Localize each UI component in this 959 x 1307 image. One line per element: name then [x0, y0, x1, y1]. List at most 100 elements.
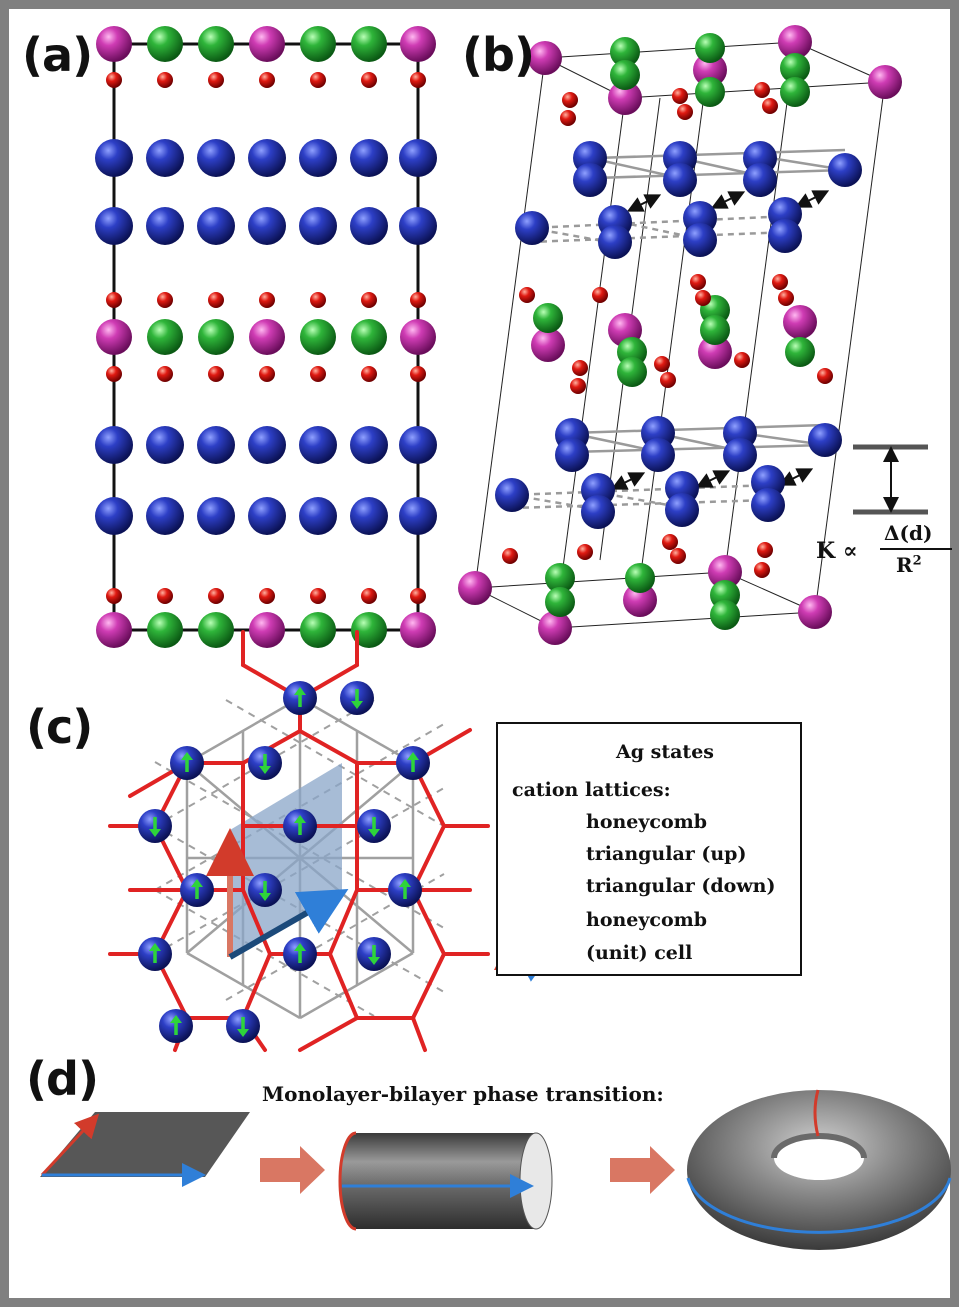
oxygen-atom: [734, 352, 750, 368]
ag-atom: [573, 163, 607, 197]
oxygen-atom: [208, 588, 224, 604]
spin-arrow-head: [294, 687, 306, 695]
ag-atom: [197, 207, 235, 245]
panel-d-title: Monolayer-bilayer phase transition:: [262, 1082, 664, 1106]
oxygen-atom: [361, 588, 377, 604]
ag-atom: [248, 139, 286, 177]
ag-spin-up: [180, 873, 214, 907]
spin-arrow-head: [399, 879, 411, 887]
green-atom: [610, 37, 640, 67]
green-atom: [198, 26, 234, 62]
oxygen-atom: [654, 356, 670, 372]
oxygen-atom: [672, 88, 688, 104]
oxygen-atom: [208, 72, 224, 88]
spin-arrow-head: [259, 893, 271, 901]
ag-atom: [768, 219, 802, 253]
torus-hole: [774, 1136, 864, 1180]
ag-spin-up: [396, 746, 430, 780]
green-atom: [710, 600, 740, 630]
oxygen-atom: [778, 290, 794, 306]
legend-cell-label-1: honeycomb: [586, 909, 708, 931]
cylinder-red-loop: [338, 1131, 357, 1231]
oxygen-atom: [577, 544, 593, 560]
panel-c-lattice: [108, 630, 490, 1052]
magenta-atom: [538, 611, 572, 645]
green-atom: [351, 26, 387, 62]
formula-denominator: R2: [896, 553, 922, 577]
oxygen-atom: [310, 366, 326, 382]
cylinder-left-cap: [340, 1133, 372, 1229]
oxygen-atom: [772, 274, 788, 290]
ag-atom: [299, 207, 337, 245]
ag-atom: [146, 207, 184, 245]
oxygen-atom: [662, 534, 678, 550]
oxygen-atom: [361, 72, 377, 88]
ag-atom: [146, 497, 184, 535]
spin-arrow-head: [368, 829, 380, 837]
legend-honeycomb-label: honeycomb: [586, 811, 708, 833]
ag-atom: [299, 426, 337, 464]
oxygen-atom: [106, 72, 122, 88]
spin-arrow-head: [149, 829, 161, 837]
ag-atom: [723, 438, 757, 472]
legend-cell-label-2: (unit) cell: [586, 942, 693, 964]
magenta-atom: [693, 53, 727, 87]
torus-red-loop: [813, 1089, 820, 1137]
magenta-atom: [608, 81, 642, 115]
spin-arrow-head: [191, 879, 203, 887]
ag-atom: [828, 153, 862, 187]
ag-atom: [495, 478, 529, 512]
green-atom: [147, 612, 183, 648]
ag-atom: [663, 163, 697, 197]
ag-atom: [399, 497, 437, 535]
green-atom: [351, 612, 387, 648]
torus-blue-loop: [686, 1177, 952, 1234]
oxygen-atom: [754, 82, 770, 98]
oxygen-atom: [560, 110, 576, 126]
green-atom: [545, 587, 575, 617]
oxygen-atom: [310, 588, 326, 604]
ag-atom: [248, 207, 286, 245]
green-atom: [695, 33, 725, 63]
ag-atom: [808, 423, 842, 457]
interlayer-arrows: [610, 190, 830, 490]
oxygen-atom: [660, 372, 676, 388]
ag-spin-up: [388, 873, 422, 907]
formula-numerator: Δ(d): [884, 521, 933, 545]
ag-atom: [197, 497, 235, 535]
ag-atom: [743, 163, 777, 197]
magenta-atom: [531, 328, 565, 362]
ag-atom: [146, 426, 184, 464]
panel-label-b: (b): [462, 28, 535, 82]
ag-spin-up: [138, 937, 172, 971]
green-atom: [147, 26, 183, 62]
magenta-atom: [400, 612, 436, 648]
upper-ag-lattice-dashed: [529, 214, 791, 246]
torus-hole-shadow: [771, 1133, 867, 1159]
oxygen-atom: [259, 588, 275, 604]
oxygen-atom: [106, 366, 122, 382]
oxygen-atom: [361, 366, 377, 382]
oxygen-atom: [695, 290, 711, 306]
magenta-atom: [249, 612, 285, 648]
spin-arrow-head: [294, 815, 306, 823]
magenta-atom: [96, 612, 132, 648]
ag-atom: [683, 223, 717, 257]
lower-ag-lattice-dashed: [511, 483, 771, 512]
oxygen-atom: [502, 548, 518, 564]
oxygen-atom: [690, 274, 706, 290]
oxygen-atom: [310, 72, 326, 88]
magenta-atom: [798, 595, 832, 629]
ag-atom: [95, 207, 133, 245]
green-atom: [198, 319, 234, 355]
cylinder-body: [356, 1133, 536, 1229]
green-atom: [300, 319, 336, 355]
oxygen-atom: [562, 92, 578, 108]
lower-ag-lattice: [569, 423, 826, 454]
ag-atom: [95, 426, 133, 464]
green-atom: [300, 26, 336, 62]
magenta-atom: [96, 319, 132, 355]
ag-spin-up: [159, 1009, 193, 1043]
green-atom: [617, 357, 647, 387]
